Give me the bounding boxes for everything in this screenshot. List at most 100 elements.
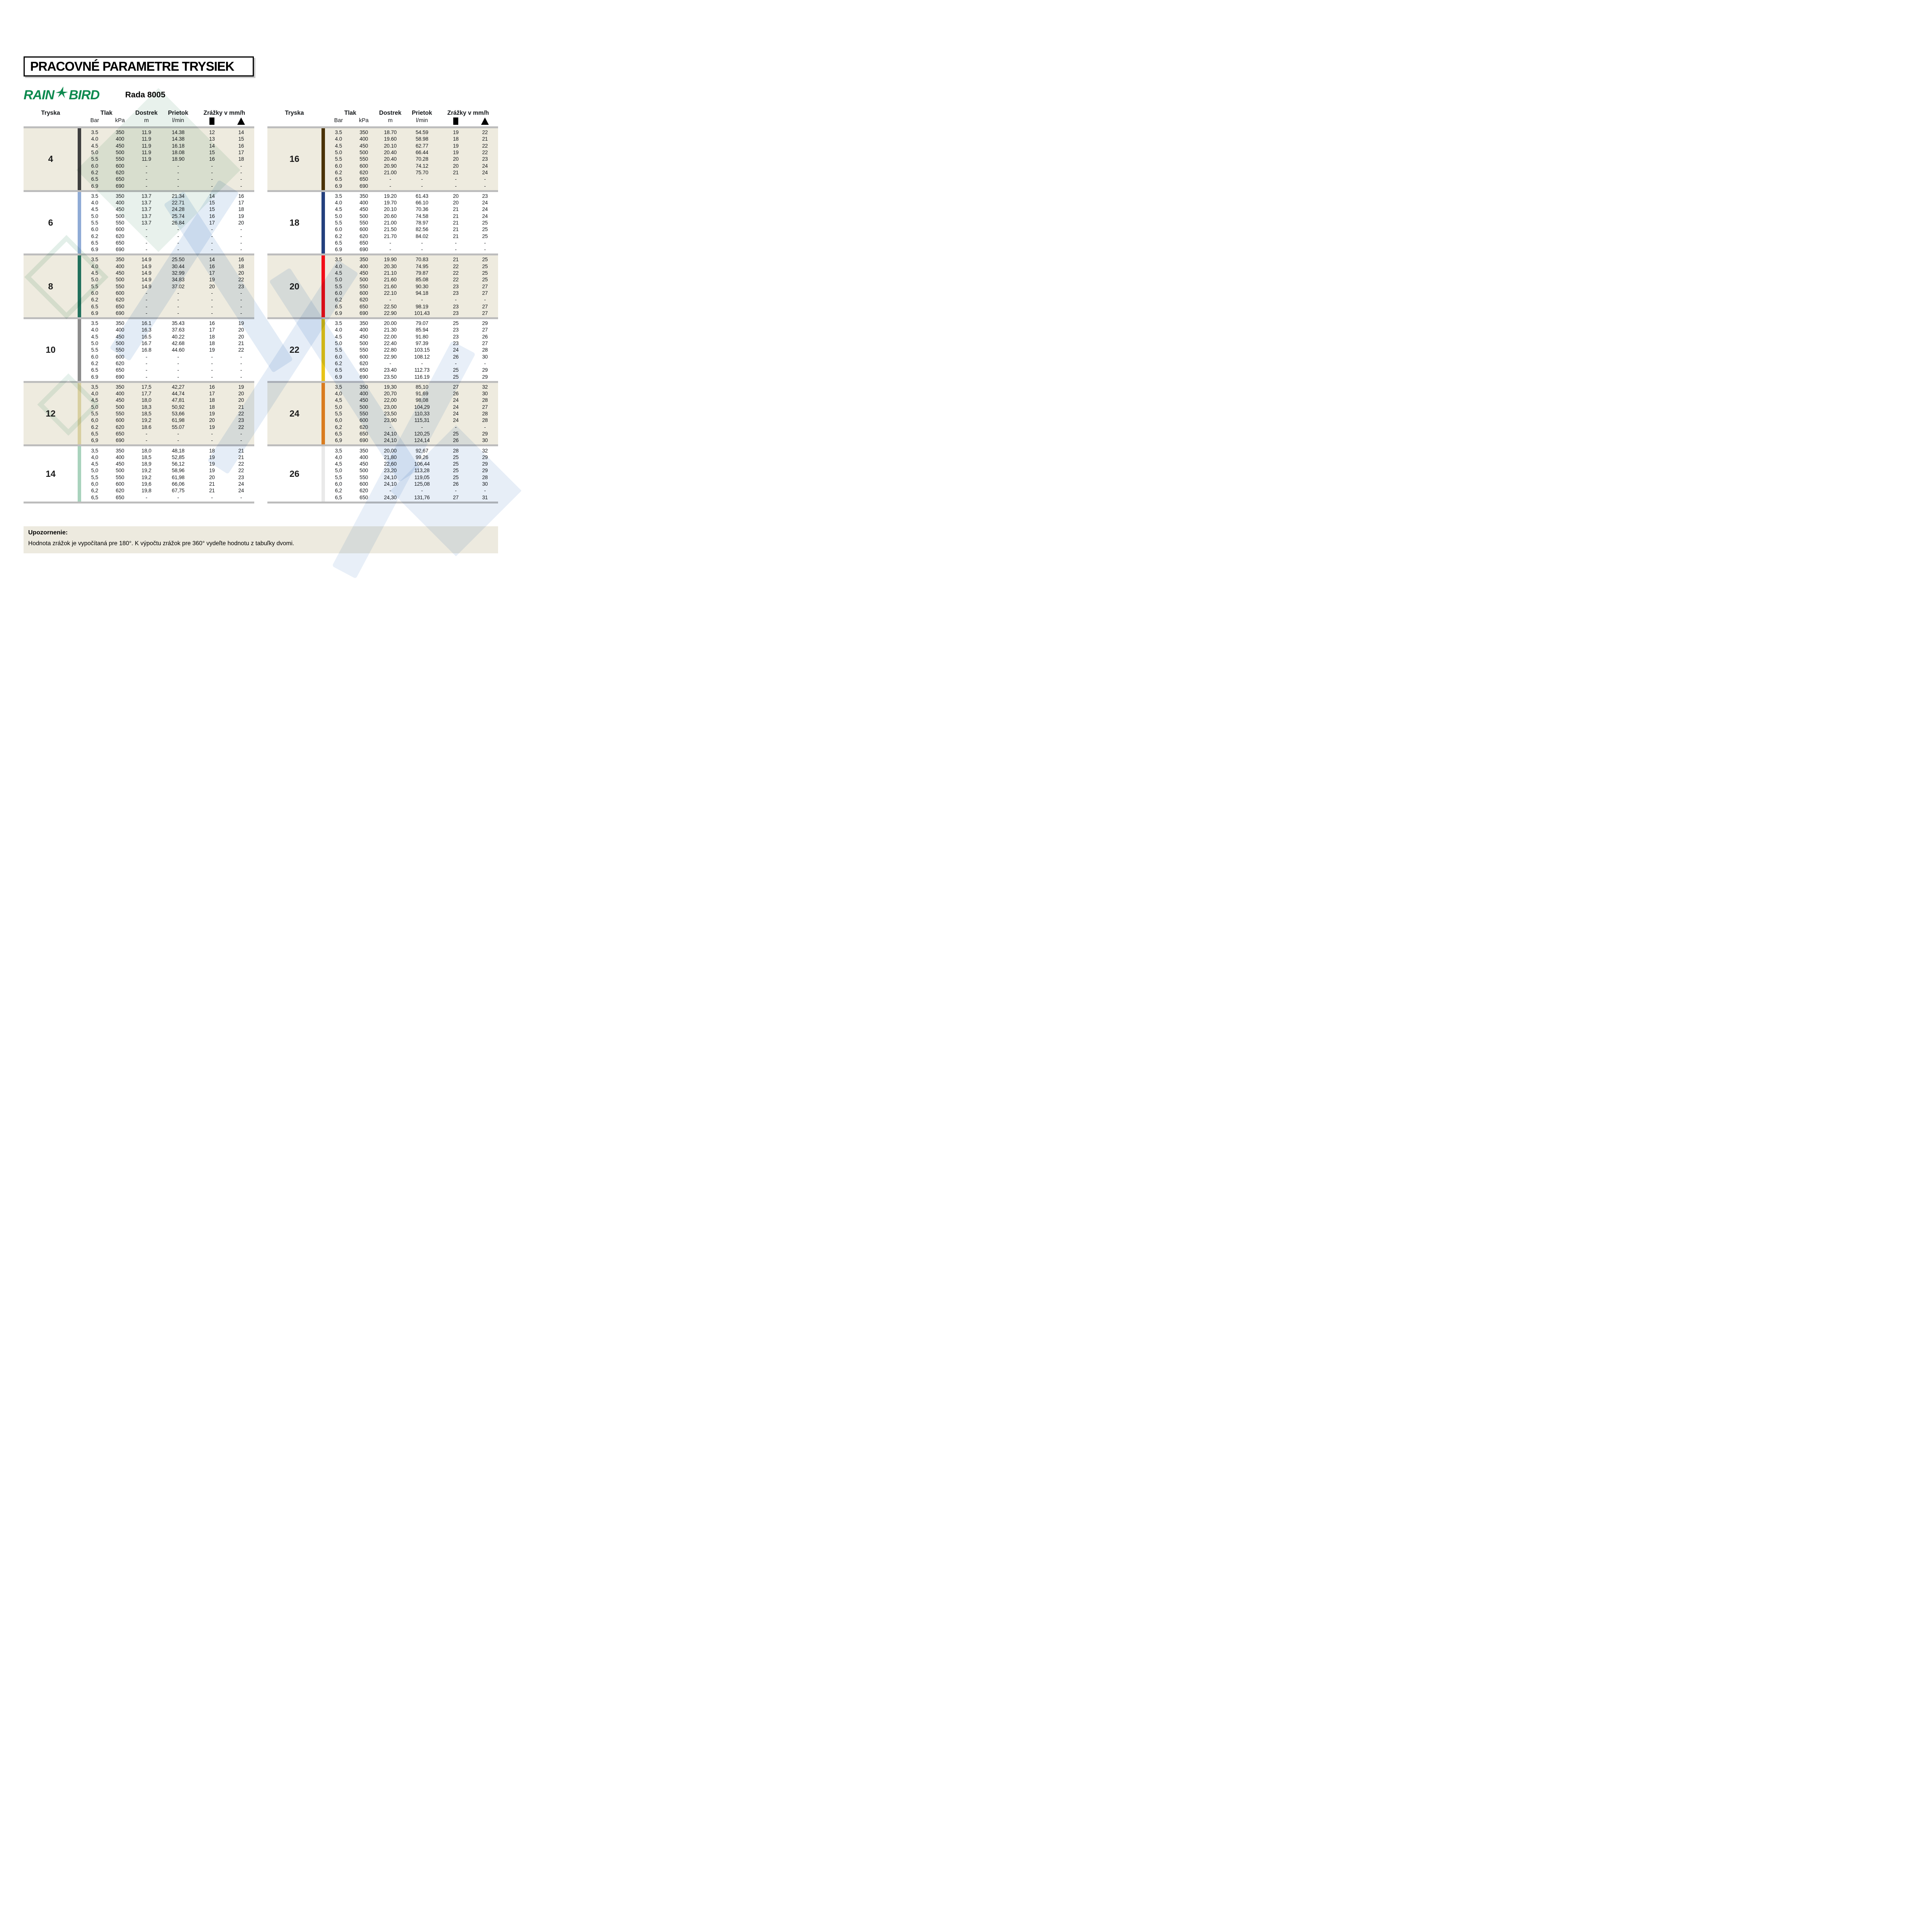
- cell-m: 11.9: [141, 129, 151, 136]
- table-row: 4.0 400 14.9 30.44 16 18: [81, 263, 254, 270]
- table-right: Tryska Tlak Dostrek Prietok Zrážky v mm/…: [267, 109, 498, 503]
- nozzle-label: 6: [48, 218, 53, 228]
- cell-m: 20.90: [384, 163, 397, 169]
- cell-square-rate: 16: [209, 384, 215, 390]
- table-row: 5.0 500 21.60 85.08 22 25: [325, 276, 498, 283]
- cell-bar: 5.0: [335, 150, 342, 156]
- cell-lmin: 32.99: [172, 270, 185, 276]
- sub-header-square: [195, 117, 229, 126]
- block-divider: [267, 501, 498, 503]
- cell-square-rate: 26: [453, 481, 459, 487]
- cell-lmin: 99,26: [415, 454, 429, 460]
- cell-lmin: -: [177, 360, 179, 366]
- cell-square-rate: 18: [209, 340, 215, 347]
- nozzle-color-bar: [78, 128, 81, 190]
- cell-triangle-rate: -: [484, 176, 486, 182]
- cell-kpa: 650: [116, 240, 124, 246]
- table-row: 4.0 400 19.70 66.10 20 24: [325, 199, 498, 206]
- cell-triangle-rate: 27: [482, 303, 488, 310]
- cell-kpa: 500: [116, 213, 124, 219]
- sub-header-lmin: l/min: [416, 117, 428, 124]
- cell-triangle-rate: -: [240, 360, 242, 366]
- table-row: 6,2 620 - - - -: [325, 487, 498, 494]
- cell-triangle-rate: 25: [482, 270, 488, 276]
- cell-m: 23,50: [384, 411, 397, 417]
- table-row: 6,0 600 23,90 115,31 24 28: [325, 417, 498, 423]
- cell-lmin: 37.63: [172, 327, 185, 333]
- cell-kpa: 550: [359, 283, 368, 289]
- cell-m: 19,8: [141, 488, 151, 494]
- cell-m: 24,30: [384, 494, 397, 500]
- table-row: 5,0 500 19,2 58,96 19 22: [81, 467, 254, 474]
- title-box: PRACOVNÉ PARAMETRE TRYSIEK: [24, 56, 254, 77]
- cell-m: 19,2: [141, 417, 151, 423]
- table-row: 6.2 620 - - - -: [325, 360, 498, 367]
- cell-square-rate: 14: [209, 193, 215, 199]
- col-header-zrazky: Zrážky v mm/h: [447, 110, 489, 116]
- cell-triangle-rate: 27: [482, 283, 488, 289]
- cell-m: 13.7: [141, 213, 151, 219]
- cell-square-rate: 19: [453, 150, 459, 156]
- cell-square-rate: 24: [453, 347, 459, 353]
- cell-m: -: [145, 290, 148, 296]
- cell-kpa: 350: [116, 257, 124, 263]
- cell-bar: 6.5: [91, 240, 99, 246]
- cell-m: -: [389, 488, 391, 494]
- cell-triangle-rate: 19: [238, 384, 244, 390]
- table-row: 5.5 550 13.7 26.84 17 20: [81, 219, 254, 226]
- cell-bar: 6.2: [91, 233, 99, 239]
- cell-lmin: -: [421, 297, 423, 303]
- cell-bar: 6.0: [91, 163, 99, 169]
- cell-triangle-rate: 25: [482, 233, 488, 239]
- cell-bar: 6.0: [335, 290, 342, 296]
- cell-square-rate: 20: [209, 283, 215, 289]
- nozzle-block: 14 3,5 350 18,0 48,18 18 21 4,0 400 18,5 52,85 19 21…: [24, 446, 254, 502]
- cell-square-rate: 14: [209, 143, 215, 149]
- cell-kpa: 650: [359, 303, 368, 310]
- cell-bar: 6.0: [91, 290, 99, 296]
- cell-bar: 6,5: [91, 494, 99, 500]
- cell-square-rate: -: [455, 488, 457, 494]
- cell-kpa: 600: [116, 163, 124, 169]
- cell-square-rate: 17: [209, 327, 215, 333]
- cell-bar: 6.2: [91, 169, 99, 175]
- table-row: 4.5 450 14.9 32.99 17 20: [81, 270, 254, 276]
- cell-lmin: 66.44: [415, 150, 429, 156]
- cell-bar: 5.0: [335, 340, 342, 347]
- table-row: 6.2 620 - - - -: [325, 296, 498, 303]
- cell-square-rate: -: [211, 169, 213, 175]
- filled-square-icon: [453, 117, 458, 125]
- cell-lmin: 90.30: [415, 283, 429, 289]
- cell-lmin: 74.58: [415, 213, 429, 219]
- cell-triangle-rate: 20: [238, 333, 244, 340]
- table-right-body: 16 3.5 350 18.70 54.59 19 22 4.0 400 19.60 58.98 18…: [267, 126, 498, 503]
- cell-triangle-rate: 30: [482, 354, 488, 360]
- sub-header-m: m: [388, 117, 393, 124]
- cell-kpa: 550: [359, 156, 368, 162]
- cell-square-rate: 18: [209, 333, 215, 340]
- cell-lmin: 54.59: [415, 129, 429, 136]
- table-right-header: Tryska Tlak Dostrek Prietok Zrážky v mm/…: [267, 109, 498, 117]
- nozzle-color-bar: [321, 446, 325, 502]
- cell-kpa: 400: [359, 327, 368, 333]
- cell-bar: 6,5: [91, 430, 99, 437]
- table-row: 6.5 650 22.50 98.19 23 27: [325, 303, 498, 310]
- cell-triangle-rate: -: [240, 176, 242, 182]
- table-row: 4.5 450 11.9 16.18 14 16: [81, 143, 254, 149]
- cell-square-rate: 19: [209, 454, 215, 460]
- nozzle-block: 18 3.5 350 19.20 61.43 20 23 4.0 400 19.70 66.10 20…: [267, 192, 498, 254]
- cell-lmin: 66,06: [172, 481, 185, 487]
- cell-triangle-rate: 18: [238, 206, 244, 213]
- table-row: 5.5 550 21.60 90.30 23 27: [325, 283, 498, 290]
- cell-m: 11.9: [141, 156, 151, 162]
- cell-kpa: 650: [116, 176, 124, 182]
- table-row: 6.0 600 22.90 108.12 26 30: [325, 354, 498, 360]
- rainbird-logo: RAIN BIRD: [24, 87, 100, 104]
- table-row: 3.5 350 19.20 61.43 20 23: [325, 193, 498, 199]
- cell-square-rate: 26: [453, 354, 459, 360]
- table-row: 5.0 500 13.7 25.74 16 19: [81, 213, 254, 219]
- cell-kpa: 690: [359, 310, 368, 316]
- cell-triangle-rate: -: [240, 169, 242, 175]
- cell-lmin: 79.87: [415, 270, 429, 276]
- cell-m: 22,60: [384, 461, 397, 467]
